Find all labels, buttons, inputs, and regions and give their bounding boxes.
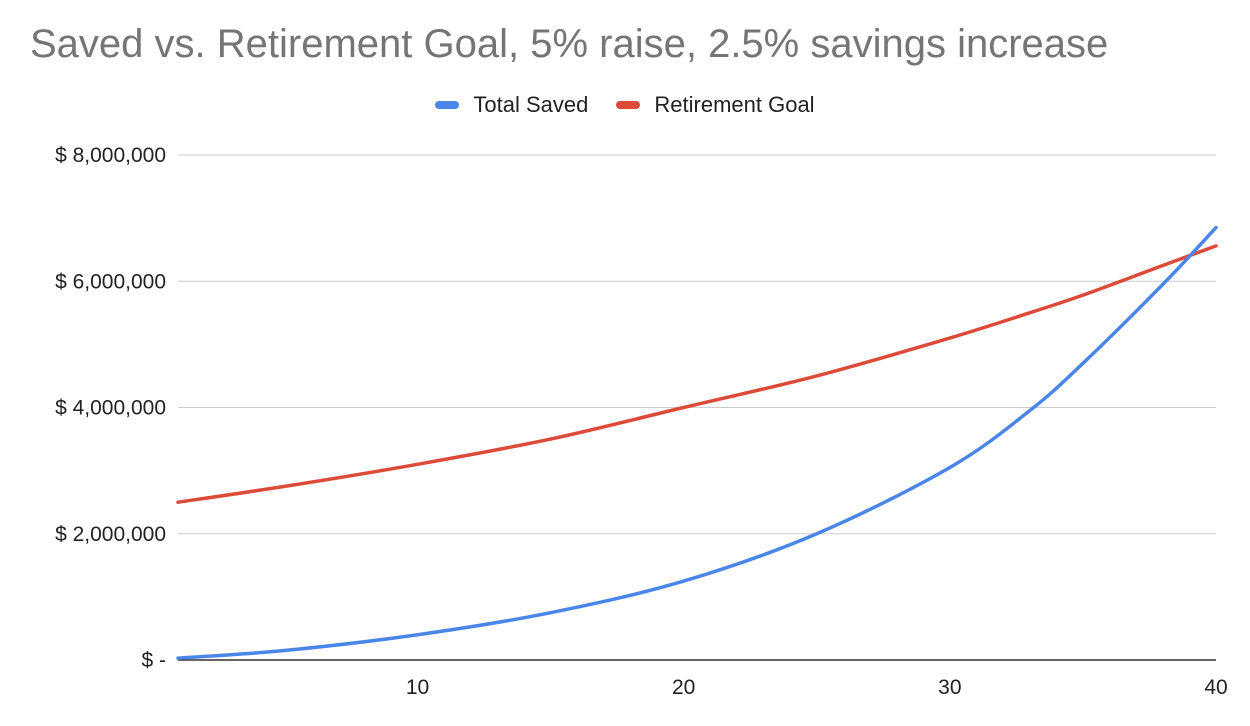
chart-title: Saved vs. Retirement Goal, 5% raise, 2.5… <box>30 22 1109 66</box>
legend-label-total-saved: Total Saved <box>473 92 589 117</box>
series-line-retirement-goal[interactable] <box>176 244 1218 504</box>
series-line-total-saved[interactable] <box>176 225 1218 660</box>
series-layer <box>176 225 1218 660</box>
x-tick-label: 30 <box>938 676 961 699</box>
y-tick-label: $ 8,000,000 <box>55 144 166 167</box>
legend-label-retirement-goal: Retirement Goal <box>654 92 815 117</box>
grid-layer <box>178 154 1216 535</box>
legend-swatch-retirement-goal <box>616 101 641 109</box>
x-tick-label: 10 <box>406 676 429 699</box>
x-tick-label: 40 <box>1204 676 1227 699</box>
y-tick-label: $ 6,000,000 <box>55 270 166 293</box>
y-tick-label: $ - <box>141 649 166 672</box>
legend-swatch-total-saved <box>435 101 460 109</box>
axis-layer: $ - $ 2,000,000 $ 4,000,000 $ 6,000,000 $ 8,… <box>55 144 1228 699</box>
legend-item-total-saved[interactable]: Total Saved <box>435 92 588 118</box>
y-tick-label: $ 2,000,000 <box>55 523 166 546</box>
x-tick-label: 20 <box>672 676 695 699</box>
legend-item-retirement-goal[interactable]: Retirement Goal <box>616 92 815 118</box>
y-tick-label: $ 4,000,000 <box>55 397 166 420</box>
legend: Total Saved Retirement Goal <box>0 92 1250 118</box>
